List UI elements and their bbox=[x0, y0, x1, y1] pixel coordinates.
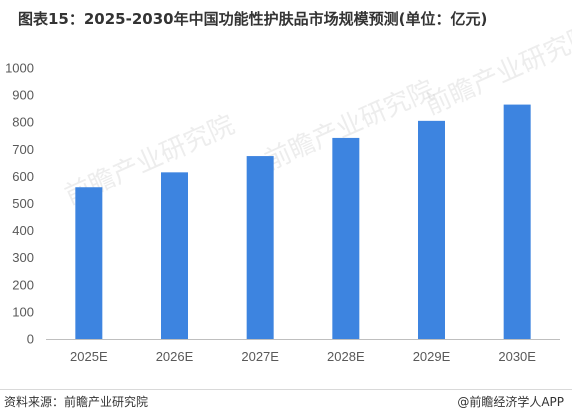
x-tick-label: 2026E bbox=[156, 349, 194, 364]
x-tick-label: 2028E bbox=[327, 349, 365, 364]
bar-2027E bbox=[246, 156, 274, 339]
y-tick-label: 400 bbox=[12, 223, 34, 238]
bar-2025E bbox=[75, 187, 103, 339]
y-axis: 0 100 200 300 400 500 600 700 800 900 1000 bbox=[5, 61, 34, 347]
bars bbox=[75, 104, 531, 340]
bar-2028E bbox=[332, 137, 360, 339]
x-axis: 2025E 2026E 2027E 2028E 2029E 2030E bbox=[46, 339, 560, 364]
source-note: 资料来源：前瞻产业研究院 bbox=[4, 395, 149, 409]
y-tick-label: 800 bbox=[12, 115, 34, 130]
y-tick-label: 600 bbox=[12, 169, 34, 184]
bar-2029E bbox=[418, 120, 445, 339]
y-tick-label: 200 bbox=[12, 277, 34, 292]
y-tick-label: 0 bbox=[27, 332, 34, 347]
y-tick-label: 100 bbox=[12, 304, 34, 319]
y-tick-label: 300 bbox=[12, 250, 34, 265]
bar-2026E bbox=[161, 172, 188, 339]
y-tick-label: 500 bbox=[12, 196, 34, 211]
brand-credit: @前瞻经济学人APP bbox=[457, 395, 564, 409]
x-tick-label: 2029E bbox=[413, 349, 451, 364]
footer-divider bbox=[0, 389, 572, 390]
x-tick-label: 2030E bbox=[498, 349, 536, 364]
y-tick-label: 700 bbox=[12, 142, 34, 157]
y-tick-label: 1000 bbox=[5, 61, 34, 76]
watermark-text: 前瞻产业研究院 bbox=[420, 19, 572, 120]
bar-2030E bbox=[503, 104, 531, 340]
x-tick-label: 2027E bbox=[241, 349, 279, 364]
y-tick-label: 900 bbox=[12, 88, 34, 103]
x-tick-label: 2025E bbox=[70, 349, 108, 364]
chart-title: 图表15：2025-2030年中国功能性护肤品市场规模预测(单位：亿元) bbox=[18, 10, 488, 28]
